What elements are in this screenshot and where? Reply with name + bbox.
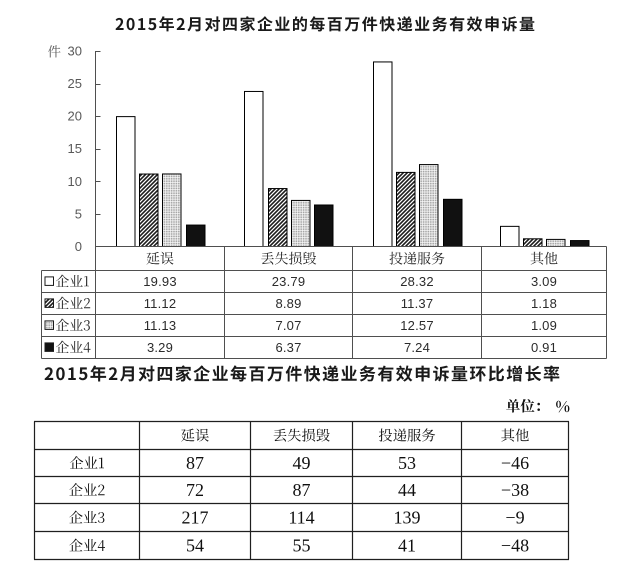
svg-text:8.89: 8.89	[275, 296, 301, 311]
svg-text:54: 54	[186, 535, 204, 555]
svg-text:−46: −46	[501, 453, 529, 473]
svg-text:114: 114	[288, 507, 314, 527]
svg-text:41: 41	[398, 535, 416, 555]
svg-text:0.91: 0.91	[531, 340, 557, 355]
svg-text:72: 72	[186, 480, 204, 500]
svg-text:23.79: 23.79	[272, 274, 306, 289]
svg-text:19.93: 19.93	[143, 274, 177, 289]
svg-text:11.37: 11.37	[401, 296, 434, 311]
svg-text:10: 10	[68, 174, 82, 189]
svg-text:15: 15	[68, 141, 82, 156]
svg-text:7.24: 7.24	[404, 340, 430, 355]
svg-text:0: 0	[75, 239, 82, 254]
svg-text:49: 49	[293, 453, 311, 473]
svg-text:−38: −38	[501, 480, 529, 500]
svg-text:3.09: 3.09	[531, 274, 557, 289]
svg-text:1.09: 1.09	[531, 318, 557, 333]
svg-text:44: 44	[398, 480, 416, 500]
svg-text:87: 87	[293, 480, 311, 500]
svg-text:11.13: 11.13	[144, 318, 177, 333]
svg-text:1.18: 1.18	[531, 296, 557, 311]
svg-text:55: 55	[293, 535, 311, 555]
svg-text:3.29: 3.29	[147, 340, 173, 355]
svg-text:5: 5	[75, 206, 82, 221]
svg-text:28.32: 28.32	[400, 274, 434, 289]
svg-text:−48: −48	[501, 535, 529, 555]
svg-text:53: 53	[398, 453, 416, 473]
svg-text:12.57: 12.57	[400, 318, 434, 333]
svg-text:30: 30	[68, 43, 82, 58]
svg-text:139: 139	[394, 507, 421, 527]
svg-text:87: 87	[186, 453, 204, 473]
svg-text:11.12: 11.12	[144, 296, 177, 311]
svg-text:217: 217	[182, 507, 209, 527]
svg-text:25: 25	[68, 76, 82, 91]
svg-text:7.07: 7.07	[275, 318, 301, 333]
svg-text:−9: −9	[505, 507, 524, 527]
svg-text:6.37: 6.37	[275, 340, 301, 355]
svg-text:20: 20	[68, 109, 82, 124]
